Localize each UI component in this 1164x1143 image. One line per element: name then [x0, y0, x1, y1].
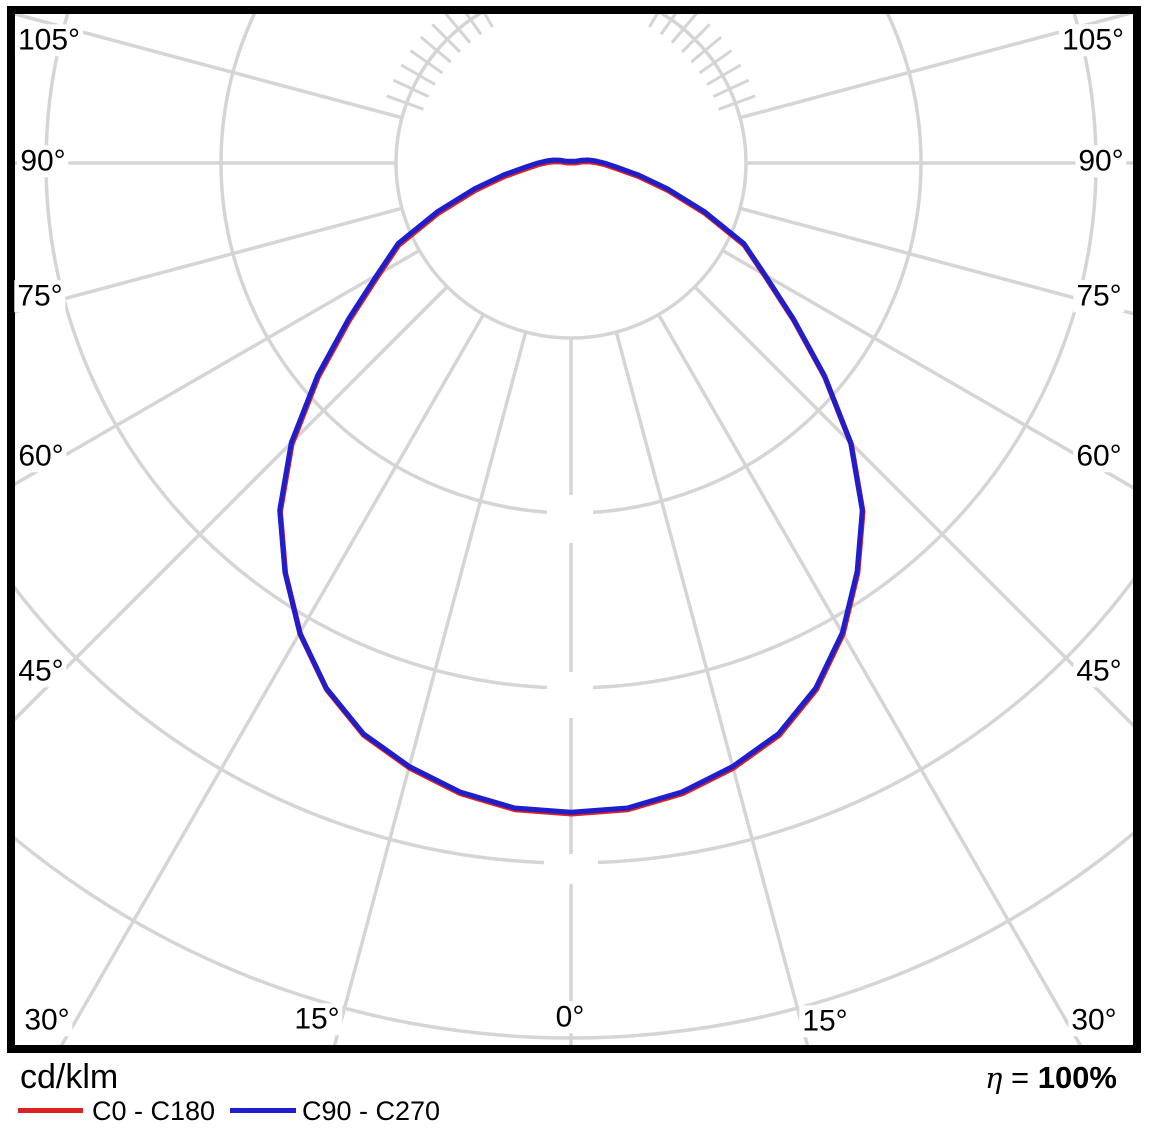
grid-tick [712, 78, 750, 99]
grid-tick [648, 14, 659, 28]
grid-tick [419, 35, 452, 64]
angle-label-90deg: 90° [17, 145, 69, 177]
grid-radial-line [15, 206, 403, 314]
angle-label-15deg: 15° [291, 1003, 343, 1035]
efficiency-label: η = 100% [985, 1060, 1117, 1096]
axis-value-gap [547, 672, 593, 718]
grid-tick [670, 14, 698, 44]
angle-label-105deg: 105° [1058, 24, 1128, 56]
grid-radial-line [614, 331, 810, 1045]
unit-label: cd/klm [20, 1058, 119, 1096]
angle-label-30deg: 30° [21, 1004, 73, 1036]
angle-label-0deg: 0° [552, 1001, 588, 1033]
angle-label-60deg: 60° [1073, 440, 1125, 472]
grid-tick [483, 14, 494, 28]
grid-radial-line [721, 248, 1133, 490]
grid-tick [680, 23, 711, 54]
eta-equals: = [1010, 1060, 1030, 1095]
grid-ring [15, 577, 1133, 865]
grid-tick [392, 78, 430, 99]
grid-radial-line [15, 248, 421, 487]
angle-label-90deg: 90° [1075, 145, 1127, 177]
legend: C0 - C180 C90 - C270 [0, 1096, 1164, 1136]
angle-label-15deg: 15° [799, 1005, 851, 1037]
angle-label-45deg: 45° [15, 655, 67, 687]
grid-ring [394, 14, 748, 340]
grid-radial-line [15, 285, 449, 722]
grid-tick [386, 94, 424, 111]
grid-tick [718, 94, 756, 111]
angle-label-75deg: 75° [1073, 280, 1125, 312]
angle-label-105deg: 105° [14, 24, 84, 56]
eta-symbol: η [984, 1061, 1003, 1095]
angle-label-30deg: 30° [1068, 1004, 1120, 1036]
grid-radial-line [656, 313, 1083, 1045]
angle-label-60deg: 60° [15, 440, 67, 472]
grid-tick [659, 14, 678, 36]
angle-label-45deg: 45° [1073, 655, 1125, 687]
grid-radial-line [59, 313, 486, 1045]
grid-tick [431, 23, 462, 54]
grid-tick [464, 14, 483, 36]
legend-label-c0-c180: C0 - C180 [92, 1096, 216, 1126]
grid-tick [690, 35, 723, 64]
grid-tick [698, 49, 733, 75]
axis-value-gap [544, 854, 598, 884]
eta-value: 100% [1037, 1060, 1117, 1095]
grid-radial-line [739, 14, 1133, 120]
legend-swatch-c90-c270 [230, 1108, 296, 1113]
grid-tick [706, 63, 742, 86]
grid-tick [400, 63, 436, 86]
grid-tick [444, 14, 472, 44]
grid-radial-line [15, 14, 403, 120]
legend-swatch-c0-c180 [18, 1108, 83, 1113]
grid-radial-line [693, 285, 1133, 728]
angle-label-75deg: 75° [14, 280, 66, 312]
chart-border [7, 6, 1141, 1053]
legend-label-c90-c270: C90 - C270 [302, 1096, 441, 1126]
curve-C90-C270 [277, 157, 865, 815]
grid-tick [409, 49, 444, 75]
grid-radial-line [739, 206, 1133, 316]
axis-value-gap [547, 495, 593, 543]
grid-radial-line [332, 331, 528, 1045]
